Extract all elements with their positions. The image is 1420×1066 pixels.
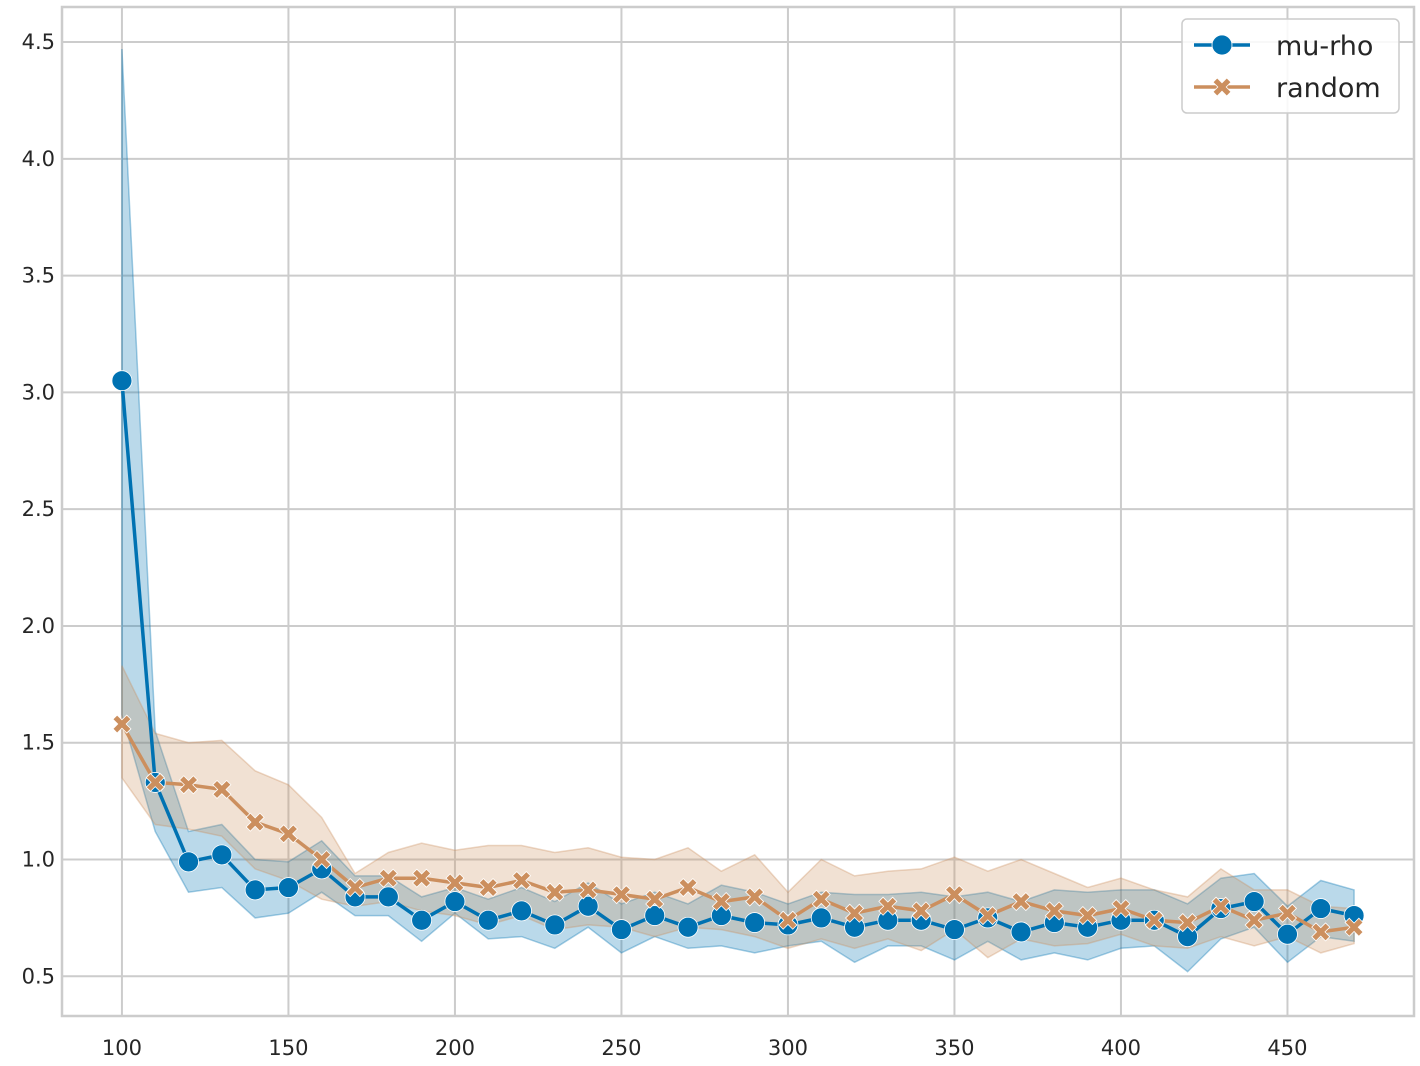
y-tick-label: 2.5 — [22, 497, 55, 521]
data-point-random — [1344, 917, 1364, 937]
data-point-mu-rho — [644, 905, 666, 926]
data-point-random — [112, 714, 132, 734]
data-point-mu-rho — [444, 891, 466, 912]
data-point-mu-rho — [944, 919, 965, 940]
data-point-mu-rho — [211, 844, 233, 866]
data-point-random — [478, 877, 498, 898]
data-point-random — [878, 896, 898, 916]
data-point-random — [445, 873, 465, 893]
data-point-random — [978, 906, 998, 926]
x-tick-label: 200 — [435, 1036, 475, 1060]
data-point-mu-rho — [1243, 891, 1265, 912]
data-point-random — [911, 901, 931, 921]
data-point-random — [1277, 903, 1298, 923]
data-point-random — [545, 882, 565, 902]
data-point-random — [844, 903, 865, 923]
data-point-random — [745, 887, 765, 907]
x-tick-label: 150 — [268, 1036, 308, 1060]
data-point-mu-rho — [1310, 898, 1332, 919]
data-point-random — [178, 775, 199, 795]
data-point-mu-rho — [611, 919, 632, 940]
y-tick-label: 3.5 — [22, 264, 55, 288]
data-point-random — [1111, 898, 1131, 919]
data-point-mu-rho — [411, 909, 433, 931]
data-point-random — [1144, 910, 1164, 930]
data-point-mu-rho — [111, 370, 133, 392]
legend-marker-mu-rho — [1211, 34, 1233, 56]
data-point-mu-rho — [511, 900, 532, 922]
data-point-random — [1211, 896, 1231, 916]
legend-marker-random — [1212, 77, 1232, 97]
y-tick-label: 1.5 — [22, 731, 55, 755]
x-tick-label: 250 — [601, 1036, 641, 1060]
x-axis-ticks: 100 150 200 250 300 350 400 450 — [102, 1036, 1308, 1060]
data-point-random — [378, 868, 398, 888]
data-point-mu-rho — [244, 879, 266, 901]
data-point-mu-rho — [577, 895, 599, 917]
x-tick-label: 100 — [102, 1036, 142, 1060]
data-point-mu-rho — [477, 909, 499, 931]
grid — [62, 7, 1414, 1016]
legend-label-random: random — [1276, 73, 1381, 104]
data-point-random — [1177, 913, 1198, 933]
y-tick-label: 4.5 — [22, 30, 55, 54]
data-point-random — [212, 779, 232, 800]
data-point-random — [1011, 891, 1031, 912]
legend-box — [1181, 18, 1400, 114]
data-point-mu-rho — [810, 907, 832, 929]
data-point-mu-rho — [544, 914, 566, 936]
y-tick-label: 0.5 — [22, 964, 55, 988]
plot-background — [62, 7, 1414, 1016]
y-tick-label: 3.0 — [22, 380, 55, 404]
data-point-random — [511, 870, 532, 891]
data-point-random — [645, 889, 665, 909]
x-tick-label: 350 — [934, 1036, 974, 1060]
data-point-random — [1078, 906, 1098, 926]
legend: mu-rho random — [1181, 18, 1400, 114]
data-point-random — [312, 849, 332, 870]
series-markers — [111, 370, 1365, 947]
data-point-random — [412, 868, 432, 888]
data-point-random — [245, 812, 265, 832]
data-point-random — [811, 889, 831, 909]
data-point-mu-rho — [1010, 921, 1032, 943]
plot-frame — [60, 5, 1416, 1018]
data-point-random — [1311, 922, 1331, 942]
legend-label-mu-rho: mu-rho — [1276, 31, 1373, 62]
data-point-mu-rho — [744, 912, 766, 933]
data-point-random — [611, 884, 632, 905]
data-point-random — [145, 772, 165, 793]
data-point-random — [711, 891, 731, 912]
x-tick-label: 300 — [768, 1036, 808, 1060]
y-tick-label: 4.0 — [22, 147, 55, 171]
x-tick-label: 450 — [1267, 1036, 1307, 1060]
data-point-mu-rho — [1277, 923, 1298, 945]
data-point-mu-rho — [677, 916, 699, 938]
data-point-random — [345, 877, 365, 898]
data-point-mu-rho — [178, 851, 199, 873]
y-axis-ticks: 0.5 1.0 1.5 2.0 2.5 3.0 3.5 4.0 4.5 — [22, 30, 55, 988]
data-point-random — [1044, 901, 1064, 921]
data-point-mu-rho — [377, 886, 399, 908]
data-point-mu-rho — [278, 877, 299, 898]
y-tick-label: 2.0 — [22, 614, 55, 638]
confidence-band-random — [121, 665, 1355, 959]
data-point-random — [678, 877, 698, 898]
data-point-random — [578, 880, 598, 900]
y-tick-label: 1.0 — [22, 848, 55, 872]
data-point-random — [944, 884, 965, 905]
x-tick-label: 400 — [1101, 1036, 1141, 1060]
data-point-random — [278, 824, 299, 844]
data-point-random — [1244, 910, 1264, 930]
data-point-random — [778, 910, 798, 930]
